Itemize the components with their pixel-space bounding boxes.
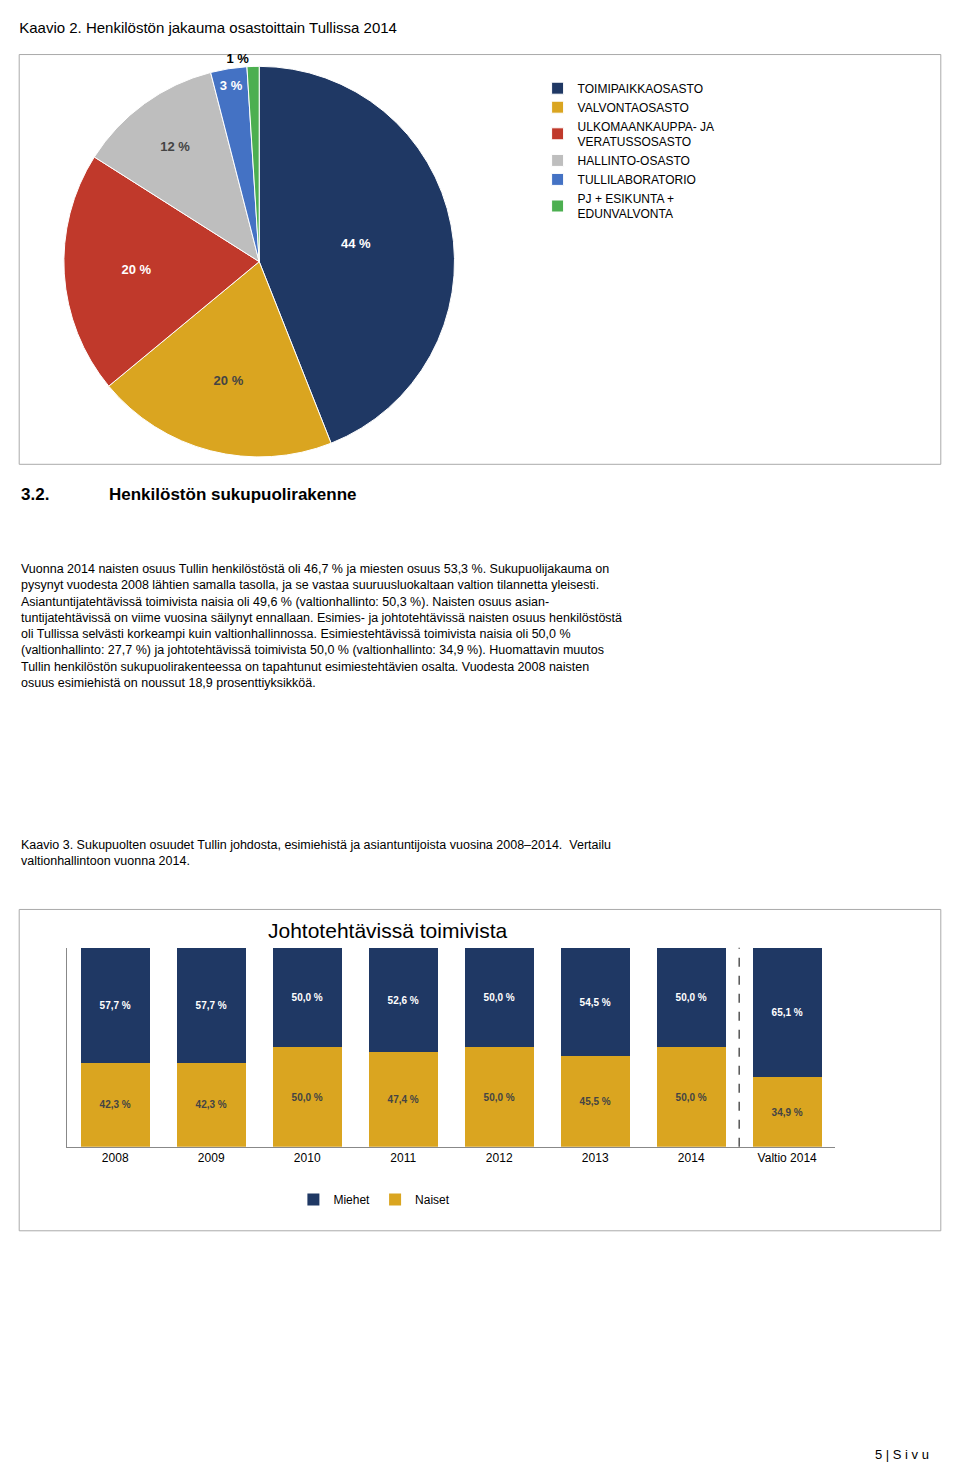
svg-text:42,3 %: 42,3 % xyxy=(100,1099,131,1110)
svg-text:TULLILABORATORIO: TULLILABORATORIO xyxy=(578,173,696,187)
svg-text:Johtotehtävissä toimivista: Johtotehtävissä toimivista xyxy=(268,919,508,942)
svg-text:5 | S i v u: 5 | S i v u xyxy=(875,1447,929,1462)
svg-text:TOIMIPAIKKAOSASTO: TOIMIPAIKKAOSASTO xyxy=(578,82,703,96)
svg-text:VALVONTAOSASTO: VALVONTAOSASTO xyxy=(578,101,689,115)
svg-text:50,0 %: 50,0 % xyxy=(292,1092,323,1103)
svg-text:50,0 %: 50,0 % xyxy=(292,992,323,1003)
svg-text:42,3 %: 42,3 % xyxy=(196,1099,227,1110)
svg-text:2014: 2014 xyxy=(678,1151,705,1165)
svg-text:2010: 2010 xyxy=(294,1151,321,1165)
svg-text:54,5 %: 54,5 % xyxy=(580,997,611,1008)
svg-text:3.2.: 3.2. xyxy=(21,485,49,504)
svg-text:Naiset: Naiset xyxy=(415,1193,450,1207)
svg-text:1 %: 1 % xyxy=(226,51,249,66)
svg-text:45,5 %: 45,5 % xyxy=(580,1096,611,1107)
svg-text:57,7 %: 57,7 % xyxy=(196,1000,227,1011)
svg-text:12 %: 12 % xyxy=(160,139,190,154)
svg-text:2012: 2012 xyxy=(486,1151,513,1165)
svg-text:20 %: 20 % xyxy=(214,373,244,388)
svg-text:PJ + ESIKUNTA +EDUNVALVONTA: PJ + ESIKUNTA +EDUNVALVONTA xyxy=(578,192,674,222)
svg-text:2013: 2013 xyxy=(582,1151,609,1165)
svg-text:57,7 %: 57,7 % xyxy=(100,1000,131,1011)
svg-text:44 %: 44 % xyxy=(341,236,371,251)
svg-text:Kaavio 3. Sukupuolten osuudet: Kaavio 3. Sukupuolten osuudet Tullin joh… xyxy=(21,838,611,868)
svg-text:Vuonna 2014 naisten osuus Tull: Vuonna 2014 naisten osuus Tullin henkilö… xyxy=(21,562,622,690)
svg-text:50,0 %: 50,0 % xyxy=(484,992,515,1003)
svg-text:34,9 %: 34,9 % xyxy=(772,1107,803,1118)
svg-text:3 %: 3 % xyxy=(220,78,243,93)
svg-text:2009: 2009 xyxy=(198,1151,225,1165)
svg-text:Henkilöstön sukupuolirakenne: Henkilöstön sukupuolirakenne xyxy=(109,485,357,504)
svg-text:Valtio 2014: Valtio 2014 xyxy=(758,1151,817,1165)
svg-text:52,6 %: 52,6 % xyxy=(388,995,419,1006)
svg-text:50,0 %: 50,0 % xyxy=(484,1092,515,1103)
svg-text:65,1 %: 65,1 % xyxy=(772,1007,803,1018)
svg-text:50,0 %: 50,0 % xyxy=(676,992,707,1003)
svg-text:ULKOMAANKAUPPA- JAVERATUSSOSAS: ULKOMAANKAUPPA- JAVERATUSSOSASTO xyxy=(578,120,714,150)
svg-text:2011: 2011 xyxy=(390,1151,416,1165)
svg-text:47,4 %: 47,4 % xyxy=(388,1094,419,1105)
svg-text:2008: 2008 xyxy=(102,1151,129,1165)
svg-text:Miehet: Miehet xyxy=(333,1193,370,1207)
svg-text:Kaavio 2. Henkilöstön jakauma: Kaavio 2. Henkilöstön jakauma osastoitta… xyxy=(19,19,397,36)
svg-text:20 %: 20 % xyxy=(121,262,151,277)
svg-text:HALLINTO-OSASTO: HALLINTO-OSASTO xyxy=(578,154,690,168)
svg-text:50,0 %: 50,0 % xyxy=(676,1092,707,1103)
